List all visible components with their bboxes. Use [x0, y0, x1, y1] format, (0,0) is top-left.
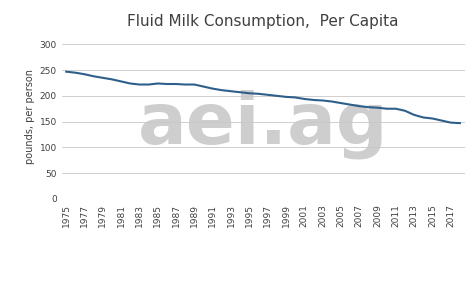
Text: aei.ag: aei.ag — [138, 90, 388, 159]
Title: Fluid Milk Consumption,  Per Capita: Fluid Milk Consumption, Per Capita — [128, 14, 399, 29]
Y-axis label: pounds, per person: pounds, per person — [25, 69, 36, 164]
